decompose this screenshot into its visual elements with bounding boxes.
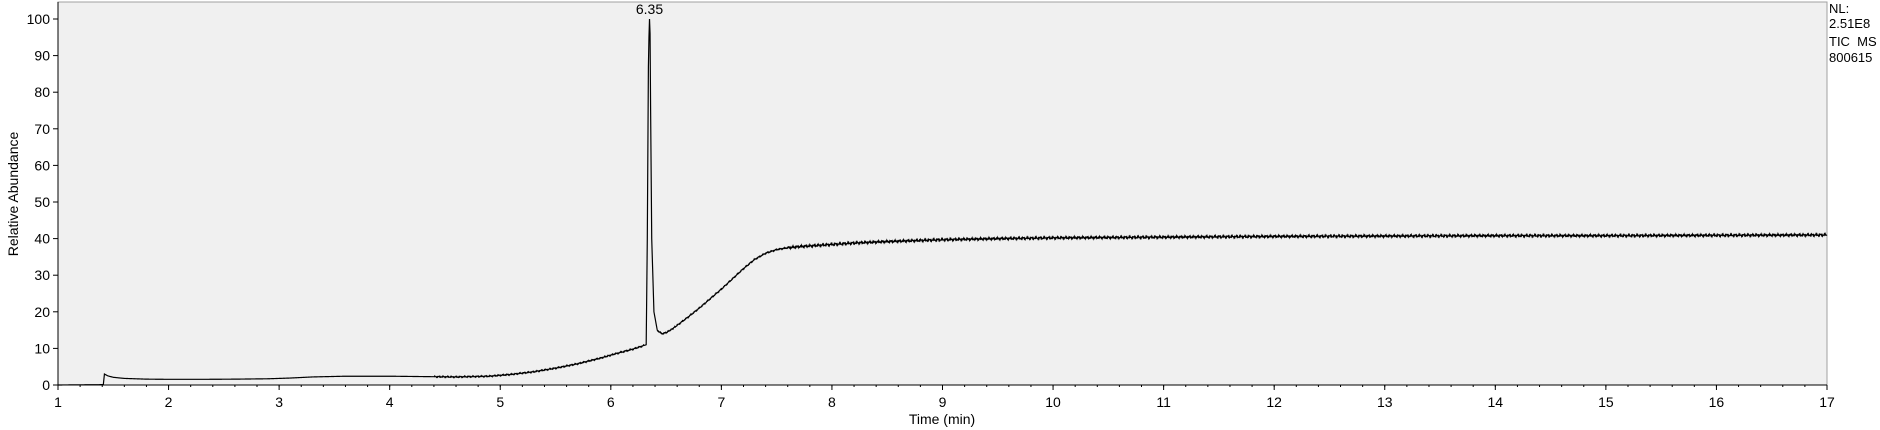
y-tick-label: 40 xyxy=(34,231,50,247)
tic-trace xyxy=(58,18,1828,386)
y-tick-label: 100 xyxy=(27,11,51,27)
info-block: NL: 2.51E8 TIC MS 800615 xyxy=(1829,1,1877,65)
peak-labels: 6.35 xyxy=(636,1,663,17)
y-tick-label: 80 xyxy=(34,84,50,100)
info-nl-label: NL: xyxy=(1829,1,1849,16)
x-tick-label: 17 xyxy=(1819,394,1835,410)
y-axis: 0 10 20 30 40 50 60 70 80 90 100 xyxy=(27,2,59,393)
x-tick-label: 8 xyxy=(828,394,836,410)
y-tick-label: 30 xyxy=(34,267,50,283)
y-tick-label: 20 xyxy=(34,304,50,320)
x-tick-label: 4 xyxy=(386,394,394,410)
x-axis: 1 2 3 4 5 6 7 8 9 10 11 12 13 14 15 16 17 xyxy=(54,384,1835,410)
plot-area xyxy=(57,1,1828,386)
info-scan-filter: TIC MS xyxy=(1829,34,1877,49)
x-tick-label: 15 xyxy=(1598,394,1614,410)
info-nl-value: 2.51E8 xyxy=(1829,16,1870,31)
y-tick-label: 50 xyxy=(34,194,50,210)
x-tick-label: 13 xyxy=(1377,394,1393,410)
y-tick-label: 60 xyxy=(34,157,50,173)
x-tick-label: 2 xyxy=(165,394,173,410)
x-axis-title: Time (min) xyxy=(909,411,975,427)
x-tick-label: 11 xyxy=(1156,394,1171,410)
x-tick-label: 6 xyxy=(607,394,615,410)
x-tick-label: 12 xyxy=(1266,394,1282,410)
x-tick-label: 5 xyxy=(496,394,504,410)
y-tick-label: 0 xyxy=(42,377,50,393)
x-tick-label: 1 xyxy=(54,394,62,410)
peak-label: 6.35 xyxy=(636,1,663,17)
info-file-id: 800615 xyxy=(1829,50,1872,65)
y-tick-label: 10 xyxy=(34,340,50,356)
x-tick-label: 9 xyxy=(939,394,947,410)
x-tick-label: 16 xyxy=(1709,394,1725,410)
y-tick-label: 70 xyxy=(34,121,50,137)
x-tick-label: 14 xyxy=(1488,394,1504,410)
x-tick-label: 3 xyxy=(275,394,283,410)
y-tick-label: 90 xyxy=(34,48,50,64)
x-tick-label: 10 xyxy=(1045,394,1061,410)
y-axis-title: Relative Abundance xyxy=(5,132,21,257)
x-tick-label: 7 xyxy=(717,394,725,410)
